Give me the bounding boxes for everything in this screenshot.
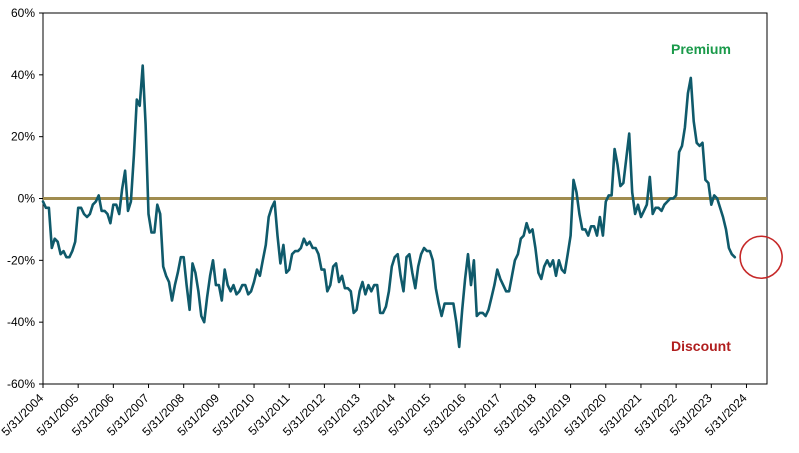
series-line-0	[41, 64, 737, 349]
y-tick-label: -40%	[7, 315, 35, 329]
y-axis-ticks: 60% 40% 20% 0% -20% -40% -60%	[7, 6, 43, 391]
y-tick-label: -20%	[7, 253, 35, 267]
series-layer	[41, 64, 737, 349]
y-tick-label: 60%	[11, 6, 35, 20]
y-tick-label: 0%	[18, 192, 36, 206]
x-axis-ticks: 5/31/20045/31/20055/31/20065/31/20075/31…	[0, 384, 750, 439]
y-tick-label: 40%	[11, 68, 35, 82]
y-tick-label: -60%	[7, 377, 35, 391]
premium-annotation: Premium	[671, 41, 731, 57]
y-tick-label: 20%	[11, 130, 35, 144]
highlight-circle	[739, 235, 783, 280]
discount-annotation: Discount	[671, 338, 731, 354]
